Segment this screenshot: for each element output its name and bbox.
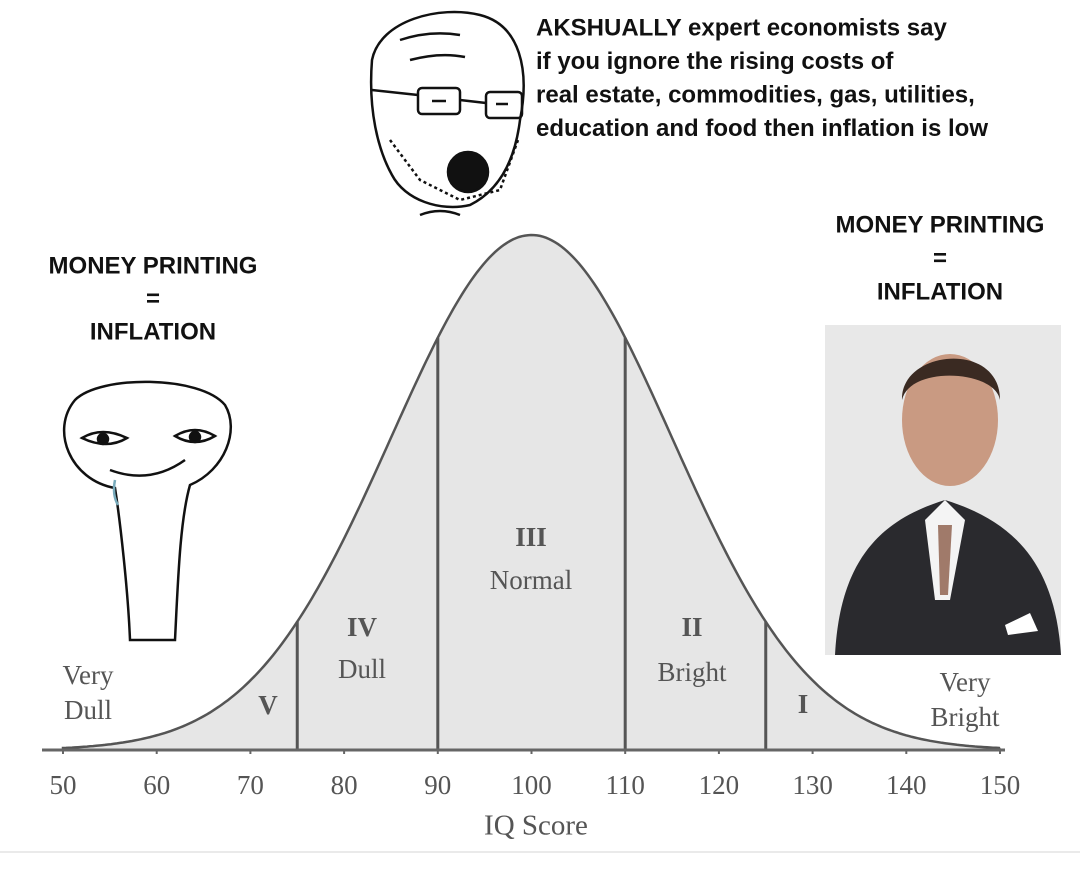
- x-tick-label: 60: [143, 770, 170, 800]
- region-numeral: II: [681, 612, 702, 642]
- bell-curve-chart: 50 60 70 80 90 100 110 120 130 140 150 IQ Score V IV D…: [42, 233, 1021, 842]
- tail-label: Very: [940, 667, 991, 697]
- region-numeral: IV: [347, 612, 378, 642]
- x-tick-label: 90: [424, 770, 451, 800]
- caption-line: =: [933, 245, 947, 272]
- region-numeral: V: [258, 690, 278, 720]
- x-tick-label: 130: [792, 770, 833, 800]
- caption-line: INFLATION: [877, 278, 1003, 305]
- x-tick-label: 70: [237, 770, 264, 800]
- x-tick-label: 100: [511, 770, 552, 800]
- caption-line: AKSHUALLY expert economists say: [536, 14, 947, 41]
- x-tick-label: 140: [886, 770, 927, 800]
- tail-label: Bright: [930, 702, 1000, 732]
- tail-label: Very: [63, 660, 114, 690]
- wojak-glasses: [369, 10, 525, 217]
- caption-line: if you ignore the rising costs of: [536, 48, 894, 75]
- x-tick-label: 150: [980, 770, 1021, 800]
- x-tick-label: 120: [699, 770, 740, 800]
- portrait: [825, 325, 1061, 655]
- region-name: Bright: [657, 657, 727, 687]
- caption-line: INFLATION: [90, 318, 216, 345]
- x-tick-label: 80: [331, 770, 358, 800]
- region-name: Normal: [490, 565, 572, 595]
- x-tick-label: 110: [605, 770, 645, 800]
- region-numeral: I: [798, 689, 809, 719]
- region-name: Dull: [338, 654, 386, 684]
- wojak-smug: [63, 380, 233, 642]
- region-numeral: III: [515, 522, 547, 552]
- caption-line: MONEY PRINTING: [836, 211, 1045, 238]
- caption-line: education and food then inflation is low: [536, 115, 988, 142]
- curve-area: [61, 233, 1003, 752]
- x-tick-label: 50: [50, 770, 77, 800]
- tail-label: Dull: [64, 695, 112, 725]
- caption-line: real estate, commodities, gas, utilities…: [536, 81, 975, 108]
- caption-line: MONEY PRINTING: [49, 252, 258, 279]
- x-axis-label: IQ Score: [484, 810, 588, 842]
- caption-line: =: [146, 285, 160, 312]
